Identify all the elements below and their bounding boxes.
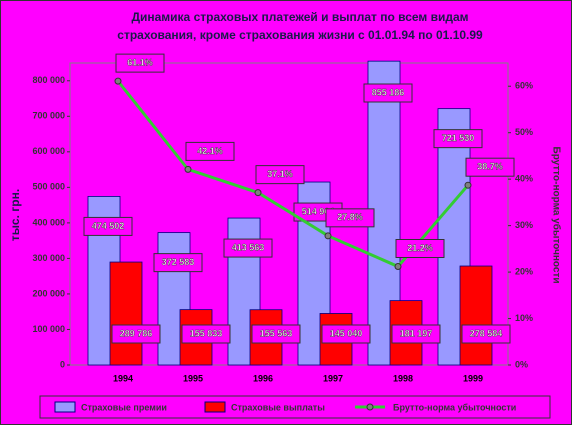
y-tick-label: 700 000 <box>32 111 65 121</box>
value-label-box <box>433 129 483 149</box>
y2-tick-label: 20% <box>515 266 533 276</box>
bar <box>459 265 493 366</box>
value-label: 413 563 <box>232 242 265 252</box>
x-tick-label: 1998 <box>393 373 413 383</box>
line-marker <box>464 181 472 189</box>
value-label: 855 186 <box>372 87 405 97</box>
y2-tick-label: 10% <box>515 313 533 323</box>
value-label-box <box>321 324 371 344</box>
y2-tick-label: 60% <box>515 81 533 91</box>
x-tick-label: 1997 <box>323 373 343 383</box>
line-marker <box>324 232 332 240</box>
value-label-box <box>251 324 301 344</box>
value-label: 278 584 <box>470 328 503 338</box>
value-label: 289 786 <box>120 328 153 338</box>
y2-tick-label: 40% <box>515 174 533 184</box>
line-value-label-box <box>465 157 515 177</box>
value-label: 155 833 <box>190 328 223 338</box>
line-marker <box>394 263 402 271</box>
y2-tick-label: 0% <box>515 359 528 369</box>
line-marker <box>184 165 192 173</box>
y-tick-label: 200 000 <box>32 288 65 298</box>
value-label: 145 040 <box>330 328 363 338</box>
legend-label: Брутто-норма убыточности <box>393 402 516 412</box>
value-label: 372 583 <box>162 257 195 267</box>
line-value-label: 21.2% <box>407 243 433 253</box>
value-label: 181 197 <box>400 328 433 338</box>
value-label-box <box>83 216 133 236</box>
value-label-box <box>111 324 161 344</box>
value-label-box <box>153 253 203 273</box>
line-value-label-box <box>395 239 445 259</box>
y-tick-label: 600 000 <box>32 146 65 156</box>
y-tick-label: 800 000 <box>32 75 65 85</box>
x-tick-label: 1996 <box>253 373 273 383</box>
line-value-label: 37.1% <box>267 169 293 179</box>
y2-axis-label: Брутто-норма убыточности <box>550 146 562 283</box>
y-tick-label: 400 000 <box>32 217 65 227</box>
legend-label: Страховые выплаты <box>231 402 325 412</box>
line-value-label: 27.8% <box>337 212 363 222</box>
value-label-box <box>181 324 231 344</box>
y2-tick-label: 50% <box>515 127 533 137</box>
y2-tick-label: 30% <box>515 220 533 230</box>
value-label-box <box>391 324 441 344</box>
y-tick-label: 500 000 <box>32 182 65 192</box>
line-value-label-box <box>115 53 165 73</box>
legend-label: Страховые премии <box>81 402 167 412</box>
legend-swatch <box>204 401 226 413</box>
y-tick-label: 300 000 <box>32 253 65 263</box>
legend-swatch-marker <box>366 403 374 411</box>
line-marker <box>114 77 122 85</box>
line-value-label: 38.7% <box>477 162 503 172</box>
y-axis-label: тыс. грн. <box>8 189 22 241</box>
line-value-label-box <box>185 141 235 161</box>
x-tick-label: 1995 <box>183 373 203 383</box>
value-label: 721 530 <box>442 133 475 143</box>
x-tick-label: 1999 <box>463 373 483 383</box>
line-value-label-box <box>255 165 305 185</box>
value-label: 514 964 <box>302 206 335 216</box>
bar <box>109 261 143 366</box>
legend <box>39 395 551 419</box>
y-tick-label: 0 <box>60 359 65 369</box>
line-value-label: 42.1% <box>197 146 223 156</box>
line-value-label: 61.1% <box>127 57 153 67</box>
value-label-box <box>461 324 511 344</box>
legend-swatch <box>54 401 76 413</box>
value-label-box <box>223 238 273 258</box>
line-value-label-box <box>325 208 375 228</box>
y-tick-label: 100 000 <box>32 324 65 334</box>
line-marker <box>254 189 262 197</box>
chart-title: Динамика страховых платежей и выплат по … <box>117 10 483 42</box>
value-label: 155 563 <box>260 328 293 338</box>
value-label: 474 502 <box>92 221 125 231</box>
x-tick-label: 1994 <box>113 373 133 383</box>
value-label-box <box>363 83 413 103</box>
plot-area <box>69 62 509 366</box>
